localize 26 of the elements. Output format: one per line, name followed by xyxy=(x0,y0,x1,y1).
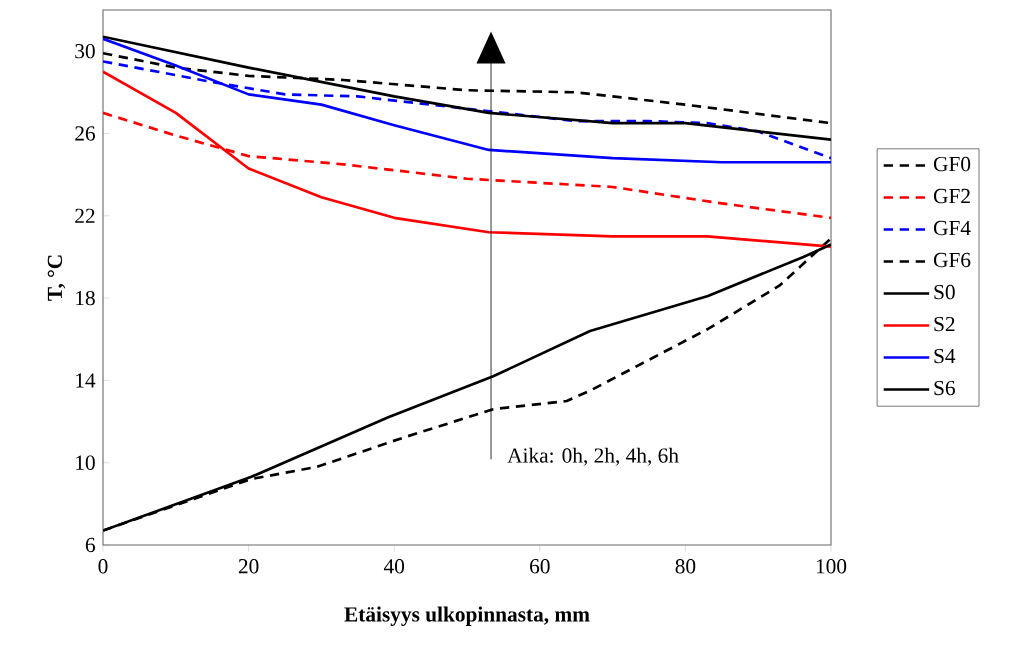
annotation: Aika: 0h, 2h, 4h, 6h xyxy=(507,447,679,466)
legend-label: GF6 xyxy=(933,252,971,268)
y-tick-label: 6 xyxy=(85,537,95,553)
line-series xyxy=(103,37,832,164)
y-tick-label: 18 xyxy=(76,290,95,306)
legend-label: GF2 xyxy=(933,188,970,204)
x-tick-label: 100 xyxy=(816,559,847,574)
y-tick-label: 22 xyxy=(75,208,95,223)
x-tick-label: 80 xyxy=(675,559,696,574)
line-series xyxy=(103,70,832,248)
y-axis-title: T, °C xyxy=(47,255,66,301)
x-tick-label: 60 xyxy=(530,559,550,574)
legend-label: S0 xyxy=(934,284,955,300)
x-tick-label: 20 xyxy=(238,559,259,574)
x-tick-label: 40 xyxy=(383,559,405,574)
y-tick-label: 30 xyxy=(75,43,95,59)
y-tick-label: 26 xyxy=(75,126,95,141)
legend-label: GF4 xyxy=(933,220,971,236)
legend-label: GF0 xyxy=(933,156,971,172)
y-tick-label: 10 xyxy=(76,455,95,470)
x-axis-title: Etäisyys ulkopinnasta, mm xyxy=(344,606,590,626)
legend-label: S2 xyxy=(934,316,955,332)
x-tick-label: 0 xyxy=(98,559,108,574)
y-tick-label: 14 xyxy=(76,373,96,388)
legend-label: S6 xyxy=(934,380,955,396)
legend-label: S4 xyxy=(934,348,956,364)
